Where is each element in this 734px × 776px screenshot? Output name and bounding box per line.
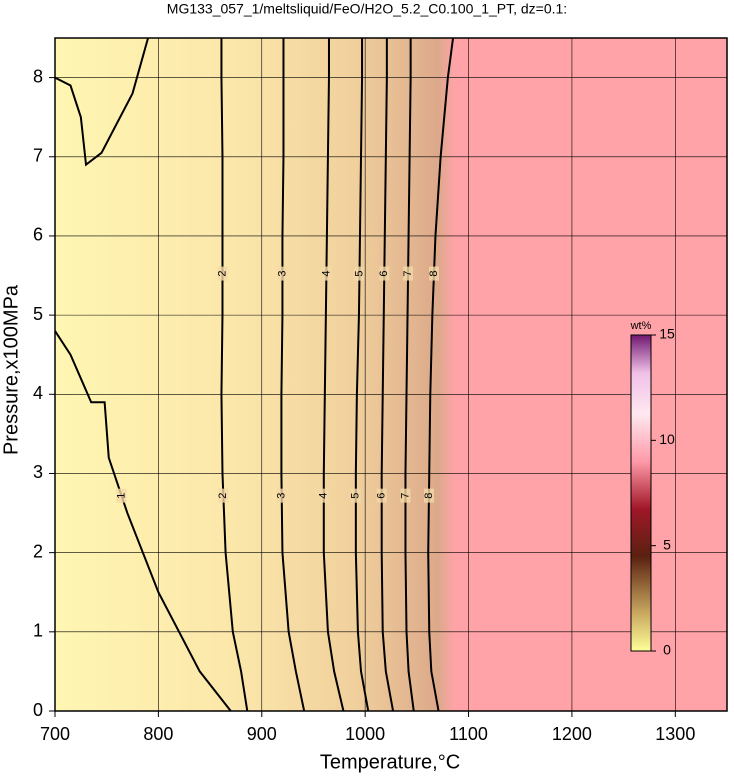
contour-label-bg	[116, 488, 127, 503]
contour-line	[427, 38, 455, 711]
colorbar-tick-label: 10	[659, 431, 675, 447]
contour-label-bg	[423, 488, 434, 503]
contour-label-bg	[276, 488, 287, 503]
contour-label: 2	[216, 270, 228, 276]
contour-label: 8	[428, 270, 440, 276]
x-tick-label: 1100	[449, 724, 488, 744]
y-tick-label: 4	[33, 383, 43, 403]
y-tick-label: 0	[33, 700, 43, 720]
contour-line	[220, 38, 249, 711]
colorbar-label: wt%	[630, 320, 652, 332]
x-tick-label: 1200	[552, 724, 592, 744]
y-axis-label: Pressure,x100MPa	[0, 284, 22, 455]
x-axis-label: Temperature,°C	[320, 751, 460, 773]
y-tick-label: 7	[33, 146, 43, 166]
chart-title: MG133_057_1/meltsliquid/FeO/H2O_5.2_C0.1…	[167, 1, 567, 17]
contour-labels: 1 2 2 3 3 4 4 5 5 6 6 7 7 8 8	[115, 266, 440, 503]
contour-label: 7	[402, 270, 414, 276]
contour-label-bg	[277, 266, 288, 281]
contour-line	[404, 38, 415, 711]
contour-label-bg	[403, 266, 414, 281]
contour-label: 2	[217, 493, 229, 499]
contour-label: 1	[115, 493, 127, 499]
x-tick-label: 1000	[345, 724, 385, 744]
y-tick-label: 6	[33, 225, 43, 245]
x-tick-label: 700	[40, 724, 70, 744]
x-tick-label: 900	[247, 724, 277, 744]
contour-label: 3	[276, 493, 288, 499]
y-tick-label: 8	[33, 66, 43, 86]
plot-background	[55, 38, 727, 711]
contour-label-bg	[400, 488, 411, 503]
contour-label-bg	[318, 488, 329, 503]
contour-label: 8	[423, 493, 435, 499]
contour-label-bg	[376, 488, 387, 503]
x-tick-label: 1300	[655, 724, 695, 744]
y-tick-label: 2	[33, 541, 43, 561]
contour-label: 6	[378, 270, 390, 276]
grid	[54, 38, 727, 712]
contour-label: 5	[350, 493, 362, 499]
colorbar-axis: 0 5 10 15	[651, 326, 675, 658]
contour-label: 5	[353, 270, 365, 276]
y-tick-label: 3	[33, 462, 43, 482]
contour-label: 3	[276, 270, 288, 276]
contours	[55, 38, 455, 711]
contour-label-bg	[217, 266, 228, 281]
colorbar-tick-label: 15	[659, 326, 675, 342]
contour-line	[354, 38, 370, 711]
contour-label-bg	[321, 266, 332, 281]
contour-line	[280, 38, 306, 711]
plot-frame	[54, 37, 728, 712]
contour-label-bg	[354, 266, 365, 281]
contour-line	[322, 38, 345, 711]
y-tick-label: 1	[33, 621, 43, 641]
contour-label: 4	[320, 270, 332, 276]
y-tick-label: 5	[33, 304, 43, 324]
colorbar-tick-label: 0	[663, 642, 671, 658]
contour-label-bg	[350, 488, 361, 503]
contour-label: 7	[399, 493, 411, 499]
x-tick-label: 800	[143, 724, 173, 744]
contour-label: 6	[376, 493, 388, 499]
contour-line	[380, 38, 395, 711]
contour-label-bg	[379, 266, 390, 281]
contour-label-bg	[428, 266, 439, 281]
colorbar-tick-label: 5	[663, 536, 671, 552]
contour-label: 4	[318, 493, 330, 499]
colorbar	[630, 334, 652, 652]
contour-line	[55, 38, 232, 711]
contour-label-bg	[218, 488, 229, 503]
